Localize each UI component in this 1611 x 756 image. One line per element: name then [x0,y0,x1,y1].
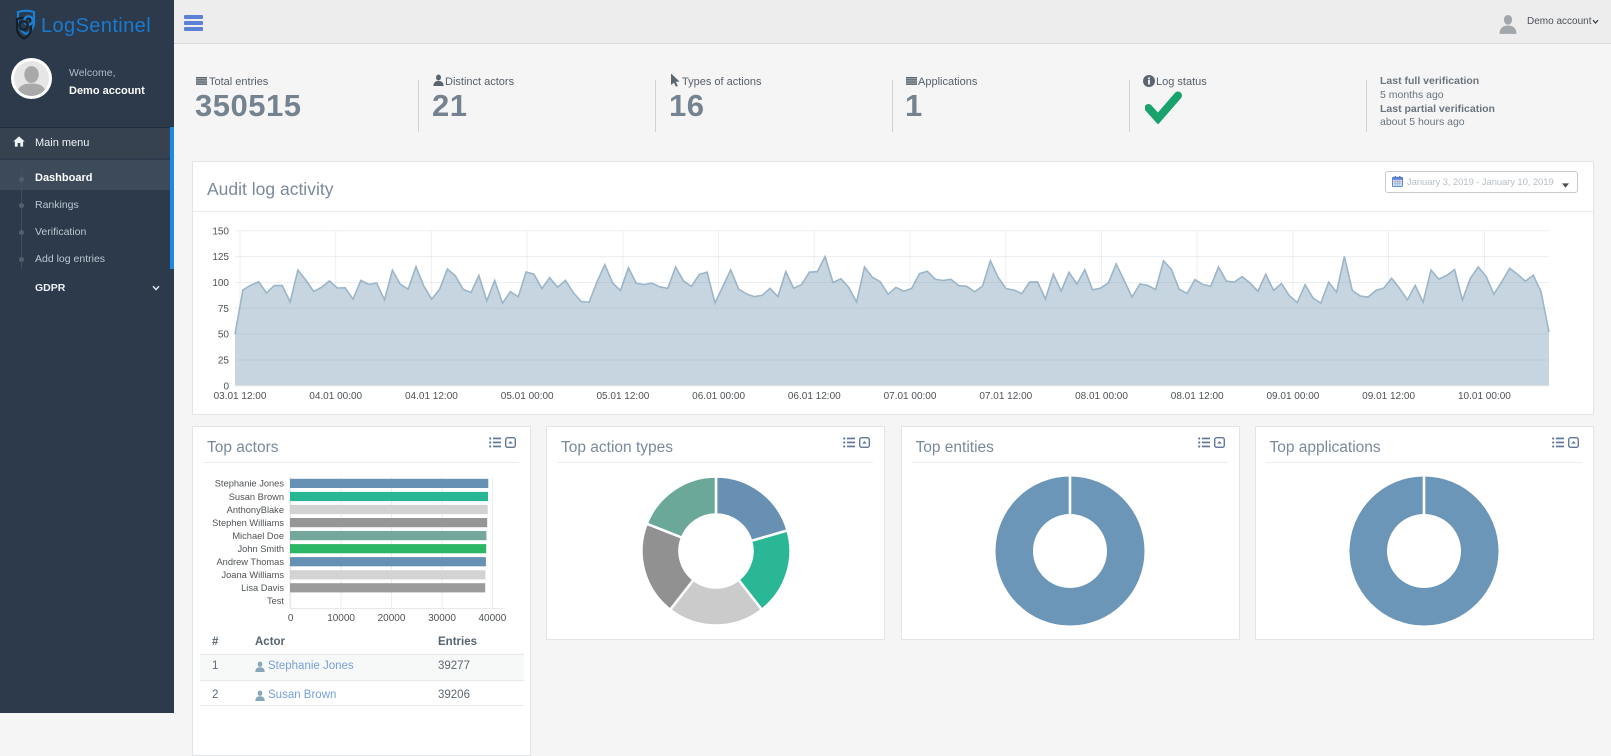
svg-text:10000: 10000 [327,613,355,624]
svg-text:Andrew Thomas: Andrew Thomas [216,557,284,567]
svg-text:07.01 00:00: 07.01 00:00 [884,391,937,402]
svg-text:30000: 30000 [428,613,456,624]
svg-text:20000: 20000 [378,613,406,624]
svg-text:Test: Test [267,596,284,606]
svg-text:06.01 00:00: 06.01 00:00 [692,391,745,402]
svg-text:05.01 12:00: 05.01 12:00 [596,391,649,402]
svg-text:Joana Williams: Joana Williams [221,570,284,580]
svg-text:50: 50 [218,330,230,341]
svg-text:08.01 12:00: 08.01 12:00 [1171,391,1224,402]
svg-text:04.01 12:00: 04.01 12:00 [405,391,458,402]
svg-text:03.01 12:00: 03.01 12:00 [214,391,267,402]
svg-text:40000: 40000 [478,613,506,624]
svg-text:100: 100 [212,278,229,289]
svg-text:06.01 12:00: 06.01 12:00 [788,391,841,402]
svg-text:08.01 00:00: 08.01 00:00 [1075,391,1128,402]
svg-text:0: 0 [223,381,229,392]
svg-text:Stephen Williams: Stephen Williams [212,518,284,528]
svg-text:75: 75 [218,304,230,315]
svg-text:05.01 00:00: 05.01 00:00 [501,391,554,402]
svg-text:Susan Brown: Susan Brown [229,492,284,502]
svg-text:John Smith: John Smith [237,544,284,554]
svg-text:AnthonyBlake: AnthonyBlake [227,505,284,515]
svg-text:25: 25 [218,356,230,367]
svg-text:04.01 00:00: 04.01 00:00 [309,391,362,402]
svg-text:Stephanie Jones: Stephanie Jones [215,479,285,489]
svg-text:125: 125 [212,252,229,263]
svg-text:10.01 00:00: 10.01 00:00 [1458,391,1511,402]
svg-text:LogSentinel: LogSentinel [41,15,151,37]
svg-text:150: 150 [212,226,229,237]
svg-text:09.01 00:00: 09.01 00:00 [1266,391,1319,402]
svg-text:Lisa Davis: Lisa Davis [241,583,284,593]
svg-text:07.01 12:00: 07.01 12:00 [979,391,1032,402]
svg-text:0: 0 [288,613,294,624]
svg-text:09.01 12:00: 09.01 12:00 [1362,391,1415,402]
svg-text:Michael Doe: Michael Doe [232,531,284,541]
